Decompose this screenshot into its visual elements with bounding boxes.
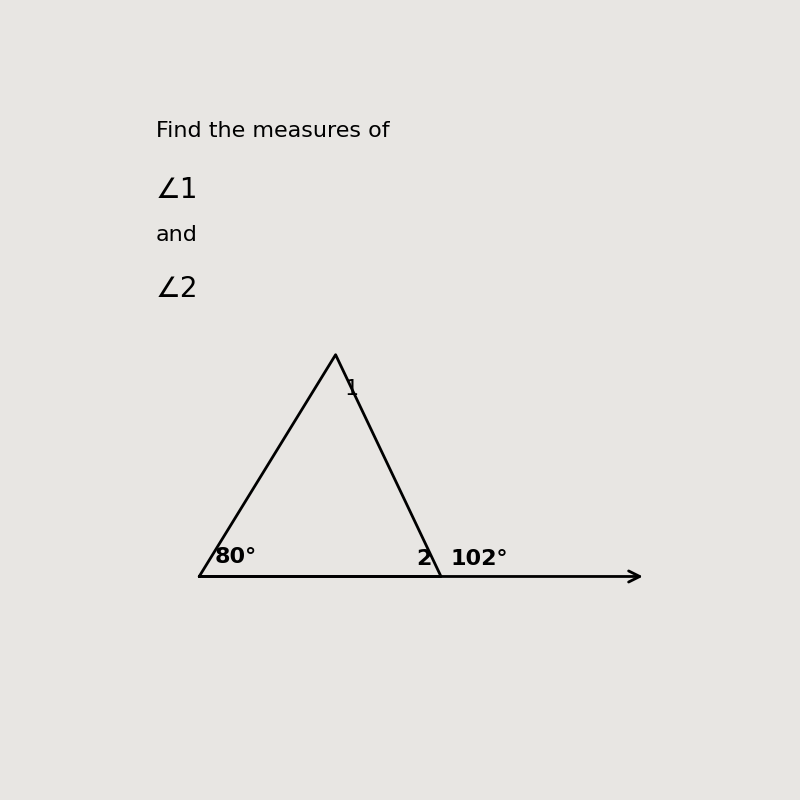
Text: 2: 2 <box>416 549 432 569</box>
Text: 1: 1 <box>345 379 359 399</box>
Text: and: and <box>156 226 198 246</box>
Text: ∠1: ∠1 <box>156 176 198 204</box>
Text: Find the measures of: Find the measures of <box>156 121 390 141</box>
Text: 102°: 102° <box>450 549 508 569</box>
Text: 80°: 80° <box>214 547 257 567</box>
Text: ∠2: ∠2 <box>156 274 198 302</box>
